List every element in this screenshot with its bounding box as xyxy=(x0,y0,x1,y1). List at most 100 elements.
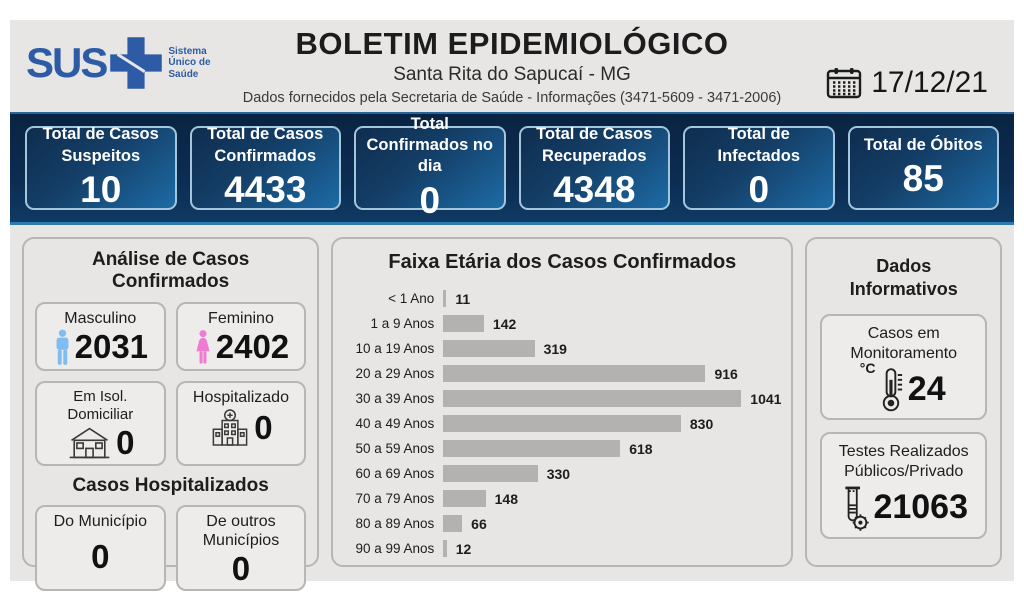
stat-label: Total de Casos Recuperados xyxy=(536,125,653,165)
chart-row: 10 a 19 Anos 319 xyxy=(343,336,781,361)
stat-value: 85 xyxy=(902,158,944,200)
age-value: 319 xyxy=(543,340,567,357)
age-label: 20 a 29 Anos xyxy=(355,366,435,381)
card-do-municipio: Do Município 0 xyxy=(35,505,166,592)
age-chart: < 1 Ano 11 1 a 9 Anos 142 10 a 19 Anos 3… xyxy=(343,286,781,561)
outros-municipios-value: 0 xyxy=(231,549,251,587)
chart-row: 50 a 59 Anos 618 xyxy=(343,436,781,461)
stat-label: Total de Casos Suspeitos xyxy=(42,125,159,165)
age-bar xyxy=(443,490,486,507)
chart-row: 90 a 99 Anos 12 xyxy=(343,536,781,561)
card-monitoramento: Casos em Monitoramento °C xyxy=(820,313,987,420)
age-value: 66 xyxy=(471,515,487,532)
stat-value: 4348 xyxy=(553,169,636,211)
card-outros-municipios: De outros Municípios 0 xyxy=(175,505,307,592)
sus-logo-tagline: Sistema Único de Saúde xyxy=(168,45,211,80)
age-label: 30 a 39 Anos xyxy=(355,391,435,406)
age-bar xyxy=(443,440,621,457)
test-tube-icon xyxy=(839,485,870,531)
stat-value: 0 xyxy=(748,169,770,211)
hospitalizado-value: 0 xyxy=(254,408,273,446)
isolamento-value: 0 xyxy=(116,423,135,461)
stat-card-confirmados: Total de Casos Confirmados 4433 xyxy=(189,125,341,210)
stat-value: 10 xyxy=(80,169,122,211)
age-bar xyxy=(443,340,535,357)
monitoramento-value: 24 xyxy=(907,369,946,408)
report-date: 17/12/21 xyxy=(871,66,988,99)
page-title: BOLETIM EPIDEMIOLÓGICO xyxy=(295,26,729,61)
header: SUS Sistema Único de Saúde BOLETIM EPIDE… xyxy=(10,20,1014,112)
page-subtitle: Santa Rita do Sapucaí - MG xyxy=(393,64,631,85)
stat-label: Total de Óbitos xyxy=(863,136,983,154)
age-bar xyxy=(443,415,681,432)
stat-label: Total de Infectados xyxy=(717,125,801,165)
info-line: Dados fornecidos pela Secretaria de Saúd… xyxy=(242,90,782,106)
age-label: 60 a 69 Anos xyxy=(355,466,435,481)
do-municipio-value: 0 xyxy=(91,538,110,576)
age-value: 830 xyxy=(689,415,714,432)
panel-informativos: Dados Informativos Casos em Monitorament… xyxy=(805,237,1002,567)
card-masculino: Masculino 2031 xyxy=(35,302,166,372)
age-value: 330 xyxy=(546,465,571,482)
stat-card-confirmados-dia: Total Confirmados no dia 0 xyxy=(354,115,506,221)
feminino-value: 2402 xyxy=(215,328,290,366)
card-hospitalizado: Hospitalizado xyxy=(175,381,307,467)
age-value: 1041 xyxy=(750,390,782,407)
age-value: 916 xyxy=(714,365,738,382)
chart-row: 30 a 39 Anos 1041 xyxy=(343,386,781,411)
age-label: 40 a 49 Anos xyxy=(355,416,435,431)
testes-value: 21063 xyxy=(873,488,968,527)
age-value: 148 xyxy=(494,490,518,507)
chart-row: 20 a 29 Anos 916 xyxy=(343,361,781,386)
age-label: 1 a 9 Anos xyxy=(370,316,435,331)
hospitalizado-label: Hospitalizado xyxy=(192,389,289,407)
celsius-label: °C xyxy=(859,359,876,376)
age-bar xyxy=(443,515,463,532)
outros-municipios-label: De outros Municípios xyxy=(202,513,280,550)
age-value: 12 xyxy=(455,540,472,557)
age-bar xyxy=(443,540,447,557)
age-label: 70 a 79 Anos xyxy=(355,491,435,506)
age-bar xyxy=(443,290,447,307)
sus-cross-icon xyxy=(109,36,163,90)
monitoramento-label: Casos em Monitoramento xyxy=(850,324,958,362)
age-value: 142 xyxy=(492,315,517,332)
age-bar xyxy=(443,465,538,482)
chart-row: 70 a 79 Anos 148 xyxy=(343,486,781,511)
card-feminino: Feminino 2402 xyxy=(175,302,307,372)
stat-card-infectados: Total de Infectados 0 xyxy=(683,125,835,211)
masculino-value: 2031 xyxy=(74,328,149,366)
age-bar xyxy=(443,390,742,407)
male-icon xyxy=(53,329,72,366)
chart-row: 40 a 49 Anos 830 xyxy=(343,411,781,436)
stat-card-obitos: Total de Óbitos 85 xyxy=(847,126,999,210)
house-icon xyxy=(66,425,113,461)
stat-label: Total de Casos Confirmados xyxy=(207,125,324,165)
age-label: 10 a 19 Anos xyxy=(355,341,435,356)
sus-logo-text: SUS xyxy=(26,39,108,86)
testes-label: Testes Realizados Públicos/Privado xyxy=(838,442,969,480)
section-title-hospitalizados: Casos Hospitalizados xyxy=(72,475,269,497)
stat-value: 0 xyxy=(419,179,441,221)
feminino-label: Feminino xyxy=(208,310,274,327)
sus-logo: SUS Sistema Único de Saúde xyxy=(26,36,224,90)
age-value: 618 xyxy=(629,440,653,457)
stat-card-recuperados: Total de Casos Recuperados 4348 xyxy=(518,125,670,211)
stat-label: Total Confirmados no dia xyxy=(366,114,494,176)
age-label: 50 a 59 Anos xyxy=(355,441,435,456)
female-icon xyxy=(193,329,213,366)
chart-title: Faixa Etária dos Casos Confirmados xyxy=(388,251,737,273)
stats-band: Total de Casos Suspeitos 10 Total de Cas… xyxy=(10,112,1014,225)
bulletin-page: SUS Sistema Único de Saúde BOLETIM EPIDE… xyxy=(10,20,1014,592)
calendar-icon xyxy=(826,67,862,99)
panel-age-chart: Faixa Etária dos Casos Confirmados < 1 A… xyxy=(331,237,794,567)
age-bar xyxy=(443,315,484,332)
date-block: 17/12/21 xyxy=(826,66,988,100)
age-bar xyxy=(443,365,706,382)
card-testes: Testes Realizados Públicos/Privado xyxy=(820,431,987,539)
card-isolamento: Em Isol. Domiciliar xyxy=(35,381,166,467)
informativos-title: Dados Informativos xyxy=(849,256,958,300)
thermometer-icon: °C xyxy=(860,360,905,412)
age-label: 80 a 89 Anos xyxy=(355,516,435,531)
age-value: 11 xyxy=(455,290,471,307)
